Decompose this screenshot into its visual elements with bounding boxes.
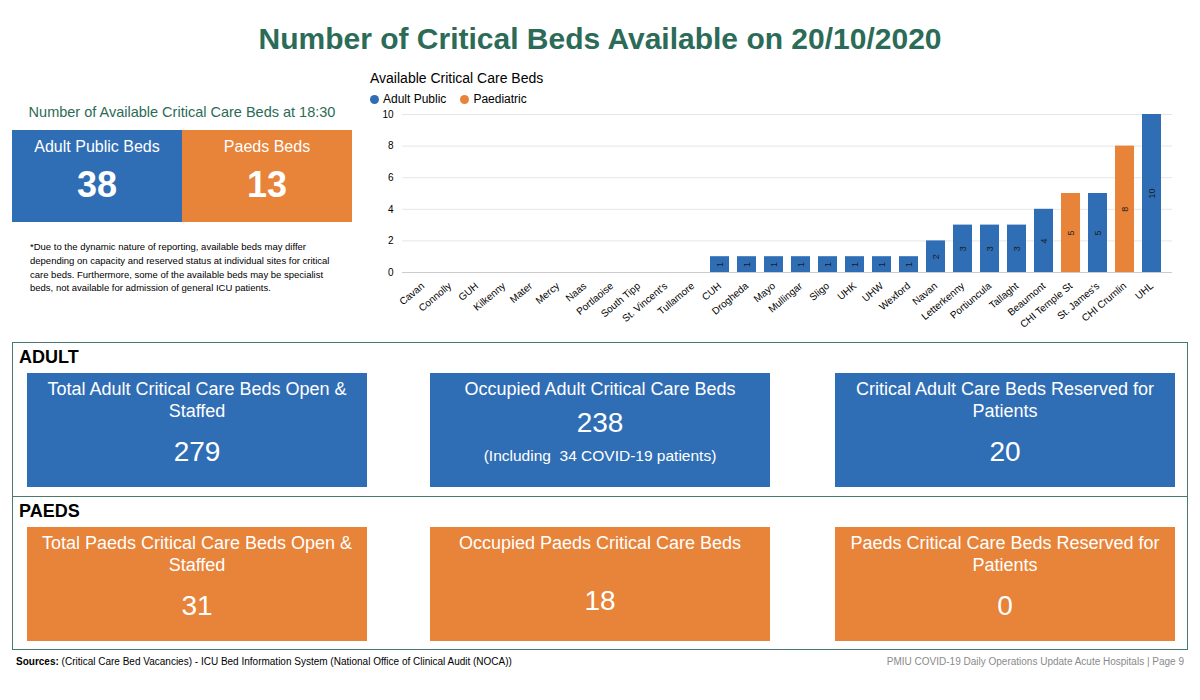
svg-text:Letterkenny: Letterkenny xyxy=(919,280,967,323)
html-text:Adult Public Beds: Adult Public Beds xyxy=(34,138,160,155)
svg-text:Mercy: Mercy xyxy=(533,280,561,306)
html-text:Paeds Critical Care Beds Reser: Paeds Critical Care Beds Reserved for Pa… xyxy=(850,533,1160,575)
svg-text:10: 10 xyxy=(382,109,394,120)
svg-text:5: 5 xyxy=(1066,230,1076,235)
html-text:Paediatric: Paediatric xyxy=(473,92,527,106)
svg-text:Wexford: Wexford xyxy=(877,280,912,312)
html-text:38: 38 xyxy=(77,164,117,205)
html-text:Sources: (Critical Care Bed Va: Sources: (Critical Care Bed Vacancies) -… xyxy=(16,656,512,667)
svg-text:Drogheda: Drogheda xyxy=(710,280,751,317)
svg-text:CUH: CUH xyxy=(699,280,724,303)
svg-text:Tallaght: Tallaght xyxy=(986,280,1021,311)
svg-text:UHL: UHL xyxy=(1133,280,1156,302)
svg-text:1: 1 xyxy=(769,262,779,267)
svg-text:3: 3 xyxy=(1012,246,1022,251)
svg-text:2: 2 xyxy=(388,235,394,246)
html-text:Adult Public: Adult Public xyxy=(383,92,447,106)
svg-text:South Tipp: South Tipp xyxy=(598,280,643,320)
html-text:Total Adult Critical Care Beds: Total Adult Critical Care Beds Open & St… xyxy=(47,379,347,421)
svg-text:3: 3 xyxy=(958,246,968,251)
svg-text:Mayo: Mayo xyxy=(751,280,778,305)
svg-text:8: 8 xyxy=(1120,207,1130,212)
svg-text:Mullingar: Mullingar xyxy=(766,280,805,315)
svg-text:1: 1 xyxy=(742,262,752,267)
html-text:ADULT: ADULT xyxy=(19,347,79,367)
html-text:13: 13 xyxy=(247,164,287,205)
svg-text:1: 1 xyxy=(796,262,806,267)
svg-text:6: 6 xyxy=(388,172,394,183)
html-text:238: 238 xyxy=(576,406,624,438)
svg-text:2: 2 xyxy=(931,254,941,259)
svg-text:CHI Crumlin: CHI Crumlin xyxy=(1080,280,1129,323)
svg-text:Beaumont: Beaumont xyxy=(1005,280,1048,318)
svg-text:St. Vincent's: St. Vincent's xyxy=(620,280,670,324)
svg-text:1: 1 xyxy=(850,262,860,267)
svg-text:Cavan: Cavan xyxy=(397,280,427,308)
html-text:Available Critical Care Beds: Available Critical Care Beds xyxy=(370,70,544,86)
svg-text:8: 8 xyxy=(388,140,394,151)
html-text:Occupied Adult Critical Care B: Occupied Adult Critical Care Beds xyxy=(464,379,736,399)
svg-text:UHK: UHK xyxy=(835,280,858,302)
html-text:31: 31 xyxy=(181,590,213,622)
html-text:20: 20 xyxy=(989,436,1021,468)
svg-text:Portlaoise: Portlaoise xyxy=(574,280,616,318)
svg-text:4: 4 xyxy=(388,204,394,215)
html-text:(Including 34 COVID-19 patient: (Including 34 COVID-19 patients) xyxy=(483,446,717,464)
html-text:PAEDS: PAEDS xyxy=(19,501,80,521)
svg-text:1: 1 xyxy=(715,262,725,267)
svg-text:Portiuncula: Portiuncula xyxy=(948,280,994,321)
svg-text:Mater: Mater xyxy=(508,280,535,305)
svg-text:Sligo: Sligo xyxy=(807,280,831,303)
html-text:18: 18 xyxy=(584,584,616,616)
svg-text:Navan: Navan xyxy=(910,280,940,308)
svg-text:4: 4 xyxy=(1039,238,1049,243)
html-text:Total Paeds Critical Care Beds: Total Paeds Critical Care Beds Open & St… xyxy=(41,533,353,575)
svg-text:Kilkenny: Kilkenny xyxy=(471,280,507,313)
svg-text:UHW: UHW xyxy=(860,280,886,304)
html-text:Critical Adult Care Beds Reser: Critical Adult Care Beds Reserved for Pa… xyxy=(855,379,1155,421)
svg-text:Naas: Naas xyxy=(563,280,589,304)
html-text:Number of Available Critical C: Number of Available Critical Care Beds a… xyxy=(28,104,336,120)
svg-text:1: 1 xyxy=(904,262,914,267)
html-text:Occupied Paeds Critical Care B: Occupied Paeds Critical Care Beds xyxy=(458,533,742,553)
svg-text:GUH: GUH xyxy=(456,280,481,303)
svg-text:Connolly: Connolly xyxy=(416,280,453,313)
svg-text:St. James's: St. James's xyxy=(1054,280,1102,322)
html-text:Number of Critical Beds Availa: Number of Critical Beds Available on 20/… xyxy=(258,22,942,55)
html-text:*Due to the dynamic nature of: *Due to the dynamic nature of reporting,… xyxy=(30,241,330,294)
svg-text:5: 5 xyxy=(1093,230,1103,235)
svg-text:3: 3 xyxy=(985,246,995,251)
html-text:PMIU COVID-19 Daily Operations: PMIU COVID-19 Daily Operations Update Ac… xyxy=(886,656,1184,667)
svg-text:Tullamore: Tullamore xyxy=(655,280,696,317)
svg-text:0: 0 xyxy=(388,267,394,278)
html-text:279: 279 xyxy=(173,436,221,468)
svg-text:10: 10 xyxy=(1147,188,1157,198)
svg-text:1: 1 xyxy=(823,262,833,267)
svg-text:1: 1 xyxy=(877,262,887,267)
html-text:Paeds Beds: Paeds Beds xyxy=(223,138,311,155)
html-text:0: 0 xyxy=(997,590,1013,622)
